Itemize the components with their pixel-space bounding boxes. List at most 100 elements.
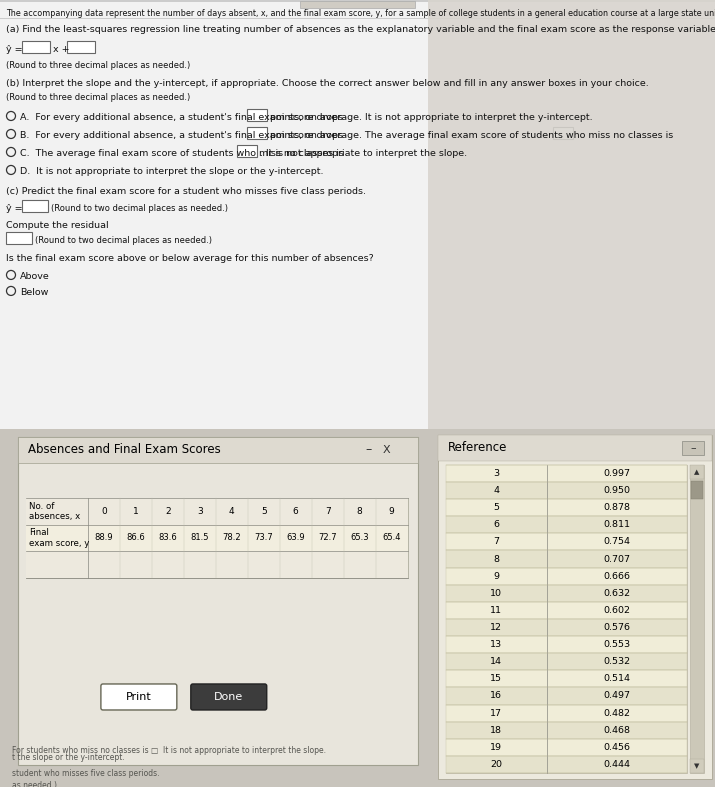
Text: Final
exam score, y: Final exam score, y [29,528,89,548]
Text: Reference: Reference [448,442,507,454]
Text: 8: 8 [493,555,499,563]
Text: 0.754: 0.754 [603,538,631,546]
Text: 19: 19 [490,743,502,752]
Text: Is the final exam score above or below average for this number of absences?: Is the final exam score above or below a… [6,254,374,263]
Text: ŷ =: ŷ = [6,45,23,54]
Text: –: – [690,443,696,453]
Text: x +: x + [53,45,69,54]
Text: 0.602: 0.602 [603,606,631,615]
Text: 1: 1 [133,507,139,515]
Text: 3: 3 [493,469,499,478]
Text: X: X [383,445,390,455]
Text: 86.6: 86.6 [127,534,145,542]
Text: 78.2: 78.2 [222,534,241,542]
Text: For students who miss no classes is □  It is not appropriate to interpret the sl: For students who miss no classes is □ It… [12,746,326,755]
Text: (Round to three decimal places as needed.): (Round to three decimal places as needed… [6,93,190,102]
Bar [445,585,687,602]
Text: 12: 12 [490,623,502,632]
Bar [237,145,257,157]
Text: D.  It is not appropriate to interpret the slope or the y-intercept.: D. It is not appropriate to interpret th… [20,167,323,176]
Text: 0.444: 0.444 [603,760,631,769]
Text: 18: 18 [490,726,502,735]
Text: ▲: ▲ [694,469,700,475]
Text: 0.482: 0.482 [603,708,631,718]
Text: A.  For every additional absence, a student's final exam score drops: A. For every additional absence, a stude… [20,113,343,122]
Bar [445,756,687,773]
Text: 7: 7 [493,538,499,546]
Bar [445,704,687,722]
Bar [428,0,715,429]
Bar [26,525,408,551]
Text: 8: 8 [357,507,363,515]
Bar [445,687,687,704]
Text: Above: Above [20,272,50,281]
Bar [247,109,267,121]
Text: 88.9: 88.9 [94,534,113,542]
Bar [300,1,415,8]
Text: (Round to two decimal places as needed.): (Round to two decimal places as needed.) [35,236,212,245]
Text: 0.811: 0.811 [603,520,631,530]
Bar [0,0,715,2]
Text: 72.7: 72.7 [318,534,337,542]
Text: 0: 0 [101,507,107,515]
Text: 11: 11 [490,606,502,615]
Text: 4: 4 [493,486,499,495]
FancyBboxPatch shape [101,684,177,710]
Bar [26,551,408,578]
Text: student who misses five class periods.: student who misses five class periods. [12,769,159,778]
Text: No. of
absences, x: No. of absences, x [29,501,80,521]
Text: points, on average. The average final exam score of students who miss no classes: points, on average. The average final ex… [270,131,674,140]
Bar [682,441,704,455]
Text: 9: 9 [493,571,499,581]
Bar [691,481,703,499]
Text: B.  For every additional absence, a student's final exam score drops: B. For every additional absence, a stude… [20,131,343,140]
Text: 65.3: 65.3 [350,534,369,542]
Bar [445,619,687,636]
Text: points, on average. It is not appropriate to interpret the y-intercept.: points, on average. It is not appropriat… [270,113,593,122]
Text: 0.707: 0.707 [603,555,631,563]
Text: Done: Done [214,692,243,702]
Text: Compute the residual: Compute the residual [6,221,109,230]
Bar [690,759,704,773]
Text: 0.997: 0.997 [603,469,631,478]
Text: 65.4: 65.4 [383,534,401,542]
Text: as needed.): as needed.) [12,781,57,787]
Bar [445,550,687,567]
Text: ŷ =: ŷ = [6,204,23,213]
Text: 0.514: 0.514 [603,674,631,683]
Bar [690,465,704,773]
Bar [445,602,687,619]
Text: 0.532: 0.532 [603,657,631,667]
Text: 0.553: 0.553 [603,640,631,649]
Bar [22,200,48,212]
Bar [553,127,573,139]
Text: (c) Predict the final exam score for a student who misses five class periods.: (c) Predict the final exam score for a s… [6,187,366,196]
Text: 73.7: 73.7 [255,534,273,542]
Bar [445,722,687,739]
Bar [67,41,95,53]
Bar [22,41,50,53]
Text: 9: 9 [389,507,395,515]
Bar [390,526,403,535]
Text: 0.878: 0.878 [603,503,631,512]
Text: C.  The average final exam score of students who miss no classes is: C. The average final exam score of stude… [20,149,344,158]
Bar [445,653,687,671]
Bar [26,498,408,578]
Text: 2: 2 [165,507,171,515]
Text: Below: Below [20,288,49,297]
Text: 0.666: 0.666 [603,571,631,581]
Text: (a) Find the least-squares regression line treating number of absences as the ex: (a) Find the least-squares regression li… [6,25,715,34]
Text: 0.497: 0.497 [603,692,631,700]
Text: 15: 15 [490,674,502,683]
Text: Print: Print [126,692,152,702]
Bar [445,567,687,585]
Text: . It is not appropriate to interpret the slope.: . It is not appropriate to interpret the… [260,149,467,158]
Text: –: – [365,443,372,456]
Bar [247,127,267,139]
Text: 0.632: 0.632 [603,589,631,598]
Text: 16: 16 [490,692,502,700]
Text: 6: 6 [293,507,299,515]
Text: t the slope or the y-intercept.: t the slope or the y-intercept. [12,753,124,762]
Text: (b) Interpret the slope and the y-intercept, if appropriate. Choose the correct : (b) Interpret the slope and the y-interc… [6,79,649,88]
Text: 5: 5 [493,503,499,512]
